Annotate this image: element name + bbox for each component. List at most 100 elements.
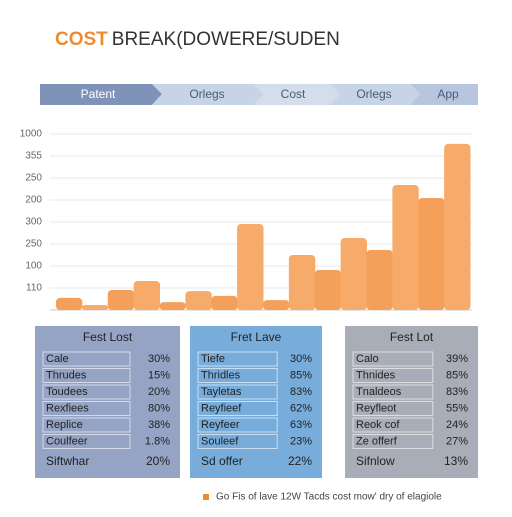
step-label: Orlegs xyxy=(356,87,391,101)
bar xyxy=(340,238,367,310)
bar xyxy=(56,297,83,310)
row-label: Souleef xyxy=(201,435,239,447)
bar xyxy=(211,295,238,310)
y-tick-label: 110 xyxy=(26,283,42,294)
row-value: 23% xyxy=(290,435,312,447)
row-box xyxy=(352,384,434,400)
row-label: Thridles xyxy=(201,369,241,381)
row-label: Tiefe xyxy=(201,353,225,365)
row-label: Tayletas xyxy=(201,386,242,398)
panel-title: Fest Lot xyxy=(390,330,434,344)
bar xyxy=(107,289,135,310)
row-value: 63% xyxy=(290,419,312,431)
y-tick-label: 250 xyxy=(25,239,42,250)
row-box xyxy=(352,401,434,416)
row-value: 85% xyxy=(446,369,468,381)
total-value: 22% xyxy=(288,454,312,468)
row-label: Replice xyxy=(46,419,83,431)
row-box xyxy=(352,351,434,367)
panel: Fest Lot Calo 39% Thnides 85% Tnaldeos 83% Reyf… xyxy=(345,326,478,478)
row-box xyxy=(42,417,131,433)
y-tick-label: 200 xyxy=(25,195,42,206)
bar xyxy=(133,280,160,310)
step-shape xyxy=(254,84,340,105)
row-box xyxy=(197,368,278,383)
y-tick-label: 250 xyxy=(25,173,42,184)
total-label: Siftwhar xyxy=(46,454,89,468)
row-label: Reyfleot xyxy=(356,402,396,414)
row-label: Tnaldeos xyxy=(356,386,402,398)
row-box xyxy=(42,384,131,400)
row-box xyxy=(197,434,278,449)
step-shape xyxy=(40,84,162,105)
row-label: Reyfieef xyxy=(201,402,242,414)
row-box xyxy=(42,351,131,367)
row-value: 30% xyxy=(290,353,312,365)
row-value: 83% xyxy=(446,386,468,398)
row-label: Rexfiees xyxy=(46,402,89,414)
footer-note: Go Fis of lave 12W Tacds cost mow' dry o… xyxy=(216,492,442,503)
row-box xyxy=(197,417,278,433)
total-label: Sifnlow xyxy=(356,454,395,468)
footer-marker xyxy=(203,494,209,500)
step-label: Orlegs xyxy=(189,87,224,101)
row-label: Thrudes xyxy=(46,369,87,381)
row-label: Thnides xyxy=(356,369,396,381)
row-value: 30% xyxy=(148,353,170,365)
title: COST BREAK(DOWERE/SUDEN xyxy=(55,29,340,50)
step-label: Patent xyxy=(81,87,116,101)
total-label: Sd offer xyxy=(201,454,243,468)
row-value: 24% xyxy=(446,419,468,431)
row-value: 20% xyxy=(148,386,170,398)
row-value: 55% xyxy=(446,402,468,414)
title-text: BREAK(DOWERE/SUDEN xyxy=(112,29,340,50)
step-label: App xyxy=(437,87,459,101)
step-bar xyxy=(40,84,478,105)
bar xyxy=(366,249,393,310)
row-label: Coulfeer xyxy=(46,435,88,447)
step-shape xyxy=(330,84,420,105)
row-value: 1.8% xyxy=(145,435,170,447)
total-value: 13% xyxy=(444,454,468,468)
row-label: Cale xyxy=(46,353,69,365)
panel: Fest Lost Cale 30% Thrudes 15% Toudees 20% Rexf… xyxy=(35,326,180,478)
row-value: 83% xyxy=(290,386,312,398)
row-box xyxy=(42,368,131,383)
row-value: 15% xyxy=(148,369,170,381)
row-value: 27% xyxy=(446,435,468,447)
row-box xyxy=(197,351,278,367)
bar xyxy=(418,198,445,310)
step-shape xyxy=(152,84,264,105)
bar xyxy=(237,223,264,310)
row-label: Ze offerf xyxy=(356,435,398,447)
row-box xyxy=(197,401,278,416)
y-tick-label: 1000 xyxy=(20,129,43,140)
row-value: 80% xyxy=(148,402,170,414)
row-box xyxy=(42,401,131,416)
row-box xyxy=(197,384,278,400)
row-label: Reyfeer xyxy=(201,419,240,431)
panel-title: Fret Lave xyxy=(231,330,282,344)
row-value: 62% xyxy=(290,402,312,414)
row-value: 38% xyxy=(148,419,170,431)
y-tick-label: 355 xyxy=(25,151,42,162)
bar xyxy=(81,304,109,310)
row-box xyxy=(352,417,434,433)
row-label: Calo xyxy=(356,353,379,365)
row-box xyxy=(352,368,434,383)
bar xyxy=(288,255,316,310)
y-tick-label: 100 xyxy=(25,261,42,272)
row-box xyxy=(42,434,131,449)
row-label: Toudees xyxy=(46,386,88,398)
bar xyxy=(263,300,290,310)
row-value: 85% xyxy=(290,369,312,381)
total-value: 20% xyxy=(146,454,170,468)
row-value: 39% xyxy=(446,353,468,365)
title-highlight: COST xyxy=(55,29,108,50)
y-tick-label: 300 xyxy=(25,217,42,228)
bar xyxy=(314,269,342,310)
bar xyxy=(444,143,471,310)
bar xyxy=(392,185,419,310)
bar xyxy=(159,302,186,310)
